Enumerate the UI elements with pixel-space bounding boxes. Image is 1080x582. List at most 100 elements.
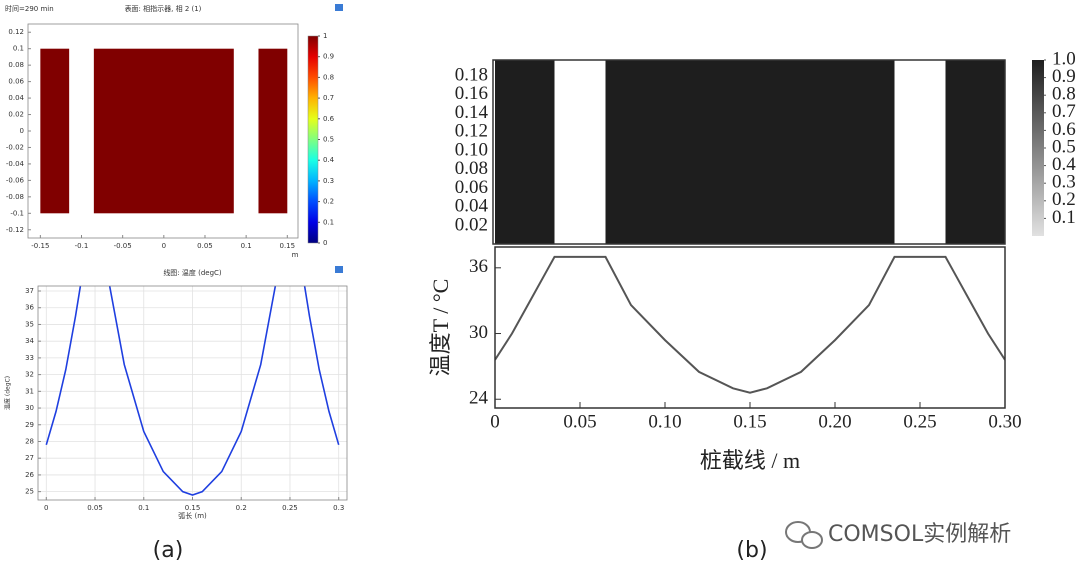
- x-tick-label: -0.05: [114, 242, 132, 250]
- colorbar-label: 0.8: [1052, 84, 1076, 105]
- colorbar-label: 0.3: [323, 177, 334, 185]
- colorbar-label: 0.8: [323, 73, 334, 81]
- x-tick-label: 0.2: [236, 504, 247, 512]
- y-tick-label: 27: [25, 454, 34, 462]
- y-tick-label: 0.02: [8, 111, 24, 119]
- y-tick-label: -0.04: [6, 160, 25, 168]
- colorbar-label: 1: [323, 32, 327, 40]
- colorbar-label: 0: [323, 239, 327, 247]
- y-tick-label: 0.16: [455, 83, 488, 104]
- chart: 0.020.040.060.080.100.120.140.160.180.10…: [455, 48, 1076, 245]
- x-tick-label: 0.05: [197, 242, 213, 250]
- colorbar-label: 0.1: [1052, 207, 1076, 228]
- y-axis-label: 温度T / °C: [428, 279, 453, 377]
- chart: 25 26 27 28 29 30 31 32 33 34 35 36 37 0 0.05 0.1 0.15 0.…: [4, 268, 348, 520]
- x-tick-label: 0: [490, 411, 500, 432]
- x-tick-label: 0.10: [648, 411, 681, 432]
- y-tick-label: 32: [25, 371, 34, 379]
- phase-region: [258, 48, 288, 214]
- y-tick-label: 28: [25, 437, 34, 445]
- y-tick-label: 37: [25, 287, 34, 295]
- temperature-line: [45, 286, 340, 496]
- x-axis-label: 弧长 (m): [178, 511, 207, 520]
- colorbar-label: 0.5: [323, 136, 334, 144]
- chart: 24 30 36 0 0.05 0.10 0.15 0.20 0.25 0.30 桩截线 / m 温度…: [428, 246, 1022, 473]
- x-tick-label: 0.05: [87, 504, 103, 512]
- plot-frame: [494, 246, 1006, 409]
- watermark: COMSOL实例解析: [828, 522, 1011, 547]
- colorbar-label: 0.6: [1052, 119, 1076, 140]
- x-tick-label: -0.15: [31, 242, 49, 250]
- y-tick-label: 36: [469, 256, 488, 277]
- x-tick-label: 0.30: [988, 411, 1021, 432]
- colorbar-label: 0.4: [1052, 154, 1076, 175]
- x-tick-label: 0.15: [733, 411, 766, 432]
- y-tick-label: 0.06: [8, 78, 24, 86]
- x-tick-label: 0.25: [903, 411, 936, 432]
- colorbar-label: 0.7: [323, 94, 334, 102]
- y-tick-label: 34: [25, 337, 34, 345]
- colorbar: [1032, 60, 1044, 236]
- colorbar-label: 0.3: [1052, 172, 1076, 193]
- colorbar-label: 0.6: [323, 115, 335, 123]
- x-tick-label: 0.15: [185, 504, 201, 512]
- y-tick-label: 0.08: [455, 158, 488, 179]
- phase-region: [945, 60, 1005, 244]
- phase-region: [40, 48, 70, 214]
- y-tick-label: 30: [469, 322, 488, 343]
- x-tick-label: 0.05: [563, 411, 596, 432]
- watermark-icon: [785, 521, 823, 549]
- phase-region: [605, 60, 895, 244]
- regions: [40, 48, 288, 214]
- y-tick-label: 30: [25, 404, 34, 412]
- y-tick-label: 0.02: [455, 215, 488, 236]
- y-tick-label: -0.02: [6, 143, 24, 151]
- y-tick-label: 0: [20, 127, 24, 135]
- y-tick-label: 36: [25, 304, 34, 312]
- x-tick-label: 0.25: [282, 504, 298, 512]
- y-tick-label: -0.08: [6, 193, 24, 201]
- y-tick-label: 0.06: [455, 177, 488, 198]
- colorbar-label: 0.2: [1052, 189, 1076, 210]
- y-tick-label: 31: [25, 387, 34, 395]
- y-tick-label: 35: [25, 320, 34, 328]
- y-tick-label: 0.18: [455, 64, 488, 85]
- x-tick-label: 0.20: [818, 411, 851, 432]
- y-tick-label: -0.1: [10, 209, 24, 217]
- plot-icon: [335, 266, 343, 273]
- plot-frame: [37, 285, 348, 501]
- colorbar-label: 0.1: [323, 218, 334, 226]
- y-tick-label: -0.12: [6, 226, 24, 234]
- y-tick-label: 0.04: [455, 196, 489, 217]
- plot-frame: [492, 59, 1006, 245]
- y-tick-label: 24: [469, 388, 489, 409]
- x-tick-label: 0: [162, 242, 166, 250]
- colorbar-label: 0.2: [323, 198, 334, 206]
- phase-region: [495, 60, 555, 244]
- y-axis-label: 温度 (degC): [4, 376, 12, 410]
- colorbar-label: 0.7: [1052, 101, 1076, 122]
- chart: -0.12 -0.1 -0.08 -0.06 -0.04 -0.02 0 0.02 0.04 0.…: [5, 4, 335, 259]
- x-tick-label: 0.15: [280, 242, 296, 250]
- caption: (a): [153, 538, 184, 563]
- y-tick-label: 0.1: [13, 45, 24, 53]
- regions: [495, 60, 1005, 244]
- x-tick-label: 0: [44, 504, 48, 512]
- chart-title: 线图: 温度 (degC): [163, 268, 222, 277]
- x-tick-label: 0.3: [333, 504, 344, 512]
- x-unit: m: [292, 251, 299, 259]
- plot-frame: [27, 23, 299, 239]
- x-tick-label: 0.1: [138, 504, 149, 512]
- y-tick-label: -0.06: [6, 176, 25, 184]
- x-tick-label: 0.1: [241, 242, 252, 250]
- x-axis-label: 桩截线 / m: [700, 448, 800, 473]
- colorbar-label: 0.9: [1052, 66, 1076, 87]
- plot-icon: [335, 4, 343, 11]
- colorbar-label: 0.4: [323, 156, 335, 164]
- y-tick-label: 0.12: [8, 28, 24, 36]
- temperature-line: [495, 255, 1005, 394]
- annotation: 时间=290 min: [5, 4, 54, 13]
- caption: (b): [736, 538, 767, 563]
- colorbar-label: 1.0: [1052, 48, 1076, 69]
